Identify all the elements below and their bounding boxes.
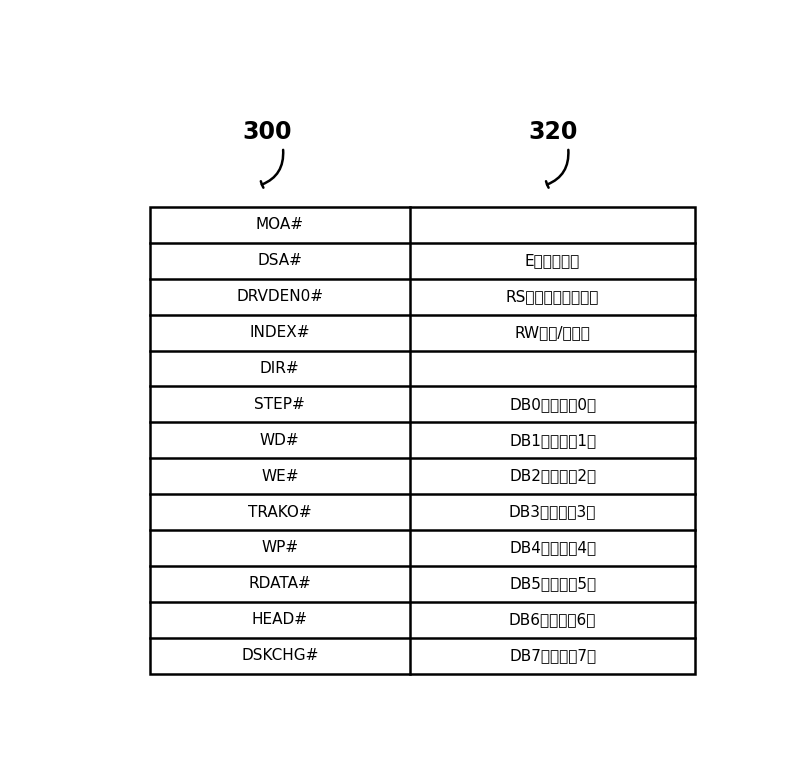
Text: 300: 300: [242, 120, 292, 144]
Text: DB2（数据端2）: DB2（数据端2）: [509, 469, 596, 483]
Text: RW（读/写端）: RW（读/写端）: [514, 325, 590, 340]
Text: DRVDEN0#: DRVDEN0#: [236, 289, 323, 304]
Bar: [150, 207, 695, 674]
Text: E（使能端）: E（使能端）: [525, 253, 580, 268]
Text: HEAD#: HEAD#: [252, 612, 308, 627]
Text: DB3（数据端3）: DB3（数据端3）: [509, 504, 596, 520]
Text: WD#: WD#: [260, 433, 300, 448]
Text: TRAKO#: TRAKO#: [248, 504, 312, 520]
Text: DB0（数据端0）: DB0（数据端0）: [509, 397, 596, 412]
Text: STEP#: STEP#: [254, 397, 305, 412]
Text: INDEX#: INDEX#: [250, 325, 310, 340]
Text: WP#: WP#: [262, 541, 298, 556]
Text: DB7（数据端7）: DB7（数据端7）: [509, 648, 596, 663]
Text: DB1（数据端1）: DB1（数据端1）: [509, 433, 596, 448]
Text: MOA#: MOA#: [256, 218, 304, 232]
Text: DB6（数据端6）: DB6（数据端6）: [509, 612, 596, 627]
Text: DB5（数据端5）: DB5（数据端5）: [509, 577, 596, 591]
Text: WE#: WE#: [261, 469, 298, 483]
Text: DSKCHG#: DSKCHG#: [241, 648, 318, 663]
Text: DIR#: DIR#: [260, 361, 300, 376]
Text: RS（寄存器选择端）: RS（寄存器选择端）: [506, 289, 599, 304]
Text: 320: 320: [528, 120, 578, 144]
Text: DSA#: DSA#: [258, 253, 302, 268]
Text: RDATA#: RDATA#: [249, 577, 311, 591]
Text: DB4（数据端4）: DB4（数据端4）: [509, 541, 596, 556]
